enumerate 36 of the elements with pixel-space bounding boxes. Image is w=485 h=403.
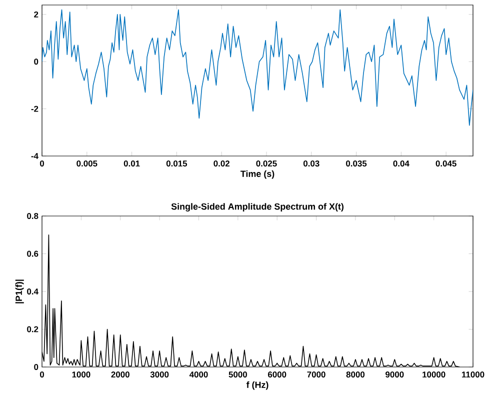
- x-tick-label: 8000: [346, 372, 365, 378]
- y-tick-label: 0: [34, 364, 38, 370]
- x-tick-label: 0.01: [124, 160, 140, 167]
- x-axis-title: Time (s): [240, 170, 274, 179]
- x-tick-label: 7000: [307, 372, 326, 378]
- x-tick-label: 2000: [111, 372, 130, 378]
- y-tick-label: 0.2: [27, 326, 38, 332]
- x-tick-label: 0: [40, 160, 44, 167]
- x-tick-label: 3000: [150, 372, 169, 378]
- y-tick-label: -4: [31, 153, 38, 159]
- y-tick-label: 0.8: [27, 213, 38, 219]
- y-tick-label: 0.4: [27, 288, 38, 294]
- x-tick-label: 5000: [228, 372, 247, 378]
- x-tick-label: 0.04: [393, 160, 410, 167]
- x-tick-label: 9000: [386, 372, 404, 378]
- x-tick-label: 0.005: [76, 160, 98, 167]
- x-tick-label: 0.03: [303, 160, 320, 167]
- x-tick-label: 6000: [268, 372, 286, 378]
- x-tick-label: 0.025: [256, 160, 277, 167]
- x-tick-label: 11000: [462, 372, 484, 378]
- x-tick-label: 4000: [189, 372, 208, 378]
- y-tick-label: 0: [34, 58, 38, 65]
- x-tick-label: 0: [40, 372, 44, 378]
- chart-title: Single-Sided Amplitude Spectrum of X(t): [171, 203, 344, 212]
- x-tick-label: 1000: [72, 372, 90, 378]
- x-tick-label: 0.045: [436, 160, 456, 167]
- y-tick-label: -2: [31, 106, 38, 112]
- y-tick-label: 2: [34, 11, 38, 18]
- y-axis-title: |P1(f)|: [15, 280, 24, 304]
- y-tick-label: 0.6: [27, 250, 38, 257]
- x-tick-label: 0.035: [346, 160, 367, 167]
- line-series: [42, 9, 474, 126]
- x-axis-title: f (Hz): [246, 381, 268, 390]
- x-tick-label: 10000: [422, 372, 446, 378]
- x-tick-label: 0.015: [166, 160, 188, 167]
- x-tick-label: 0.02: [214, 160, 230, 167]
